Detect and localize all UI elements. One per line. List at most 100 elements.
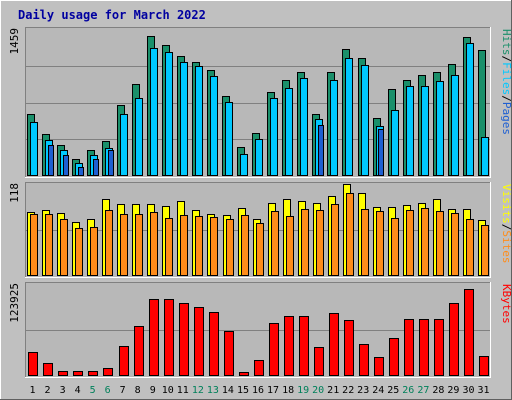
bar-kbytes-day-16 bbox=[254, 360, 264, 376]
x-tick-day-2: 2 bbox=[44, 385, 50, 396]
bar-sites-day-27 bbox=[421, 208, 429, 276]
x-tick-day-20: 20 bbox=[312, 385, 324, 396]
bar-files-day-27 bbox=[421, 86, 429, 176]
bar-kbytes-day-7 bbox=[119, 346, 129, 376]
bar-sites-day-15 bbox=[241, 215, 249, 276]
x-tick-day-12: 12 bbox=[192, 385, 204, 396]
bar-files-day-14 bbox=[225, 102, 233, 176]
bar-files-day-7 bbox=[120, 114, 128, 176]
x-tick-day-19: 19 bbox=[297, 385, 309, 396]
legend-separator: / bbox=[500, 95, 512, 102]
bar-sites-day-1 bbox=[30, 214, 38, 276]
y-max-label-kbytes: 123925 bbox=[8, 283, 21, 323]
bar-kbytes-day-17 bbox=[269, 323, 279, 376]
bar-files-day-12 bbox=[195, 66, 203, 176]
x-tick-day-24: 24 bbox=[372, 385, 384, 396]
bar-kbytes-day-20 bbox=[314, 347, 324, 376]
bar-files-day-21 bbox=[330, 80, 338, 176]
bar-files-day-30 bbox=[466, 43, 474, 176]
bar-kbytes-day-10 bbox=[164, 299, 174, 376]
bar-kbytes-day-27 bbox=[419, 319, 429, 376]
bar-kbytes-day-6 bbox=[103, 368, 113, 376]
legend-sites: Sites bbox=[500, 230, 512, 263]
bar-kbytes-day-18 bbox=[284, 316, 294, 376]
bar-sites-day-11 bbox=[180, 215, 188, 276]
x-tick-day-10: 10 bbox=[162, 385, 174, 396]
bar-kbytes-day-24 bbox=[374, 357, 384, 376]
x-tick-day-16: 16 bbox=[252, 385, 264, 396]
bar-kbytes-day-11 bbox=[179, 303, 189, 376]
bar-sites-day-23 bbox=[361, 209, 369, 276]
bar-files-day-18 bbox=[285, 88, 293, 176]
legend-separator: / bbox=[500, 56, 512, 63]
bar-pages-day-6 bbox=[108, 150, 114, 176]
bar-sites-day-10 bbox=[165, 218, 173, 276]
x-tick-day-8: 8 bbox=[135, 385, 141, 396]
bar-sites-day-30 bbox=[466, 219, 474, 276]
x-tick-day-30: 30 bbox=[462, 385, 474, 396]
x-tick-day-31: 31 bbox=[477, 385, 489, 396]
bar-files-day-9 bbox=[150, 48, 158, 176]
bar-sites-day-22 bbox=[346, 193, 354, 276]
x-tick-day-28: 28 bbox=[432, 385, 444, 396]
series-sites bbox=[30, 193, 489, 276]
panel-visits-sites: 118 Visits/Sites bbox=[8, 182, 512, 278]
bar-pages-day-5 bbox=[93, 159, 99, 176]
bar-kbytes-day-23 bbox=[359, 344, 369, 376]
x-tick-day-15: 15 bbox=[237, 385, 249, 396]
bar-sites-day-18 bbox=[286, 216, 294, 276]
legend-visits: Visits bbox=[500, 184, 512, 224]
x-tick-day-25: 25 bbox=[387, 385, 399, 396]
bar-kbytes-day-22 bbox=[344, 320, 354, 376]
x-tick-day-3: 3 bbox=[60, 385, 66, 396]
bar-kbytes-day-5 bbox=[88, 371, 98, 376]
bar-kbytes-day-28 bbox=[434, 319, 444, 376]
bar-files-day-16 bbox=[255, 139, 263, 176]
bar-sites-day-3 bbox=[60, 219, 68, 276]
x-tick-day-26: 26 bbox=[402, 385, 414, 396]
bar-kbytes-day-29 bbox=[449, 303, 459, 376]
bar-kbytes-day-30 bbox=[464, 289, 474, 376]
bar-sites-day-2 bbox=[45, 214, 53, 276]
x-tick-day-5: 5 bbox=[90, 385, 96, 396]
legend-files: Files bbox=[500, 62, 512, 95]
bar-kbytes-day-9 bbox=[149, 299, 159, 376]
legend-kbytes: KBytes bbox=[500, 284, 512, 324]
x-tick-day-18: 18 bbox=[282, 385, 294, 396]
bar-pages-day-24 bbox=[378, 129, 384, 176]
bar-kbytes-day-19 bbox=[299, 316, 309, 376]
bar-sites-day-13 bbox=[210, 217, 218, 276]
bar-files-day-10 bbox=[165, 52, 173, 176]
bar-sites-day-29 bbox=[451, 213, 459, 276]
bar-files-day-31 bbox=[481, 137, 489, 176]
x-tick-day-23: 23 bbox=[357, 385, 369, 396]
bar-files-day-11 bbox=[180, 62, 188, 176]
bar-kbytes-day-2 bbox=[43, 363, 53, 376]
bar-files-day-19 bbox=[300, 78, 308, 176]
legend-pages: Pages bbox=[500, 102, 512, 135]
bar-kbytes-day-25 bbox=[389, 338, 399, 376]
y-max-label-visits-sites: 118 bbox=[8, 183, 21, 203]
series-pages bbox=[48, 125, 384, 176]
bar-sites-day-8 bbox=[135, 214, 143, 276]
bar-files-day-1 bbox=[30, 122, 38, 176]
legend-separator: / bbox=[500, 224, 512, 231]
bar-files-day-15 bbox=[240, 154, 248, 176]
x-tick-day-14: 14 bbox=[222, 385, 234, 396]
bar-kbytes-day-8 bbox=[134, 326, 144, 376]
bar-sites-day-16 bbox=[256, 223, 264, 276]
bar-files-day-26 bbox=[406, 86, 414, 176]
panel-kbytes: 123925 KBytes bbox=[8, 282, 512, 378]
x-tick-day-7: 7 bbox=[120, 385, 126, 396]
bar-files-day-13 bbox=[210, 76, 218, 176]
x-tick-day-6: 6 bbox=[105, 385, 111, 396]
bar-files-day-25 bbox=[391, 110, 399, 176]
bar-files-day-23 bbox=[361, 65, 369, 176]
legend-hits: Hits bbox=[500, 29, 512, 56]
bar-kbytes-day-31 bbox=[479, 356, 489, 376]
bar-kbytes-day-21 bbox=[329, 313, 339, 376]
bar-kbytes-day-13 bbox=[209, 312, 219, 376]
x-tick-day-11: 11 bbox=[177, 385, 189, 396]
y-max-label-hits-files-pages: 1459 bbox=[8, 28, 21, 55]
bar-kbytes-day-26 bbox=[404, 319, 414, 376]
